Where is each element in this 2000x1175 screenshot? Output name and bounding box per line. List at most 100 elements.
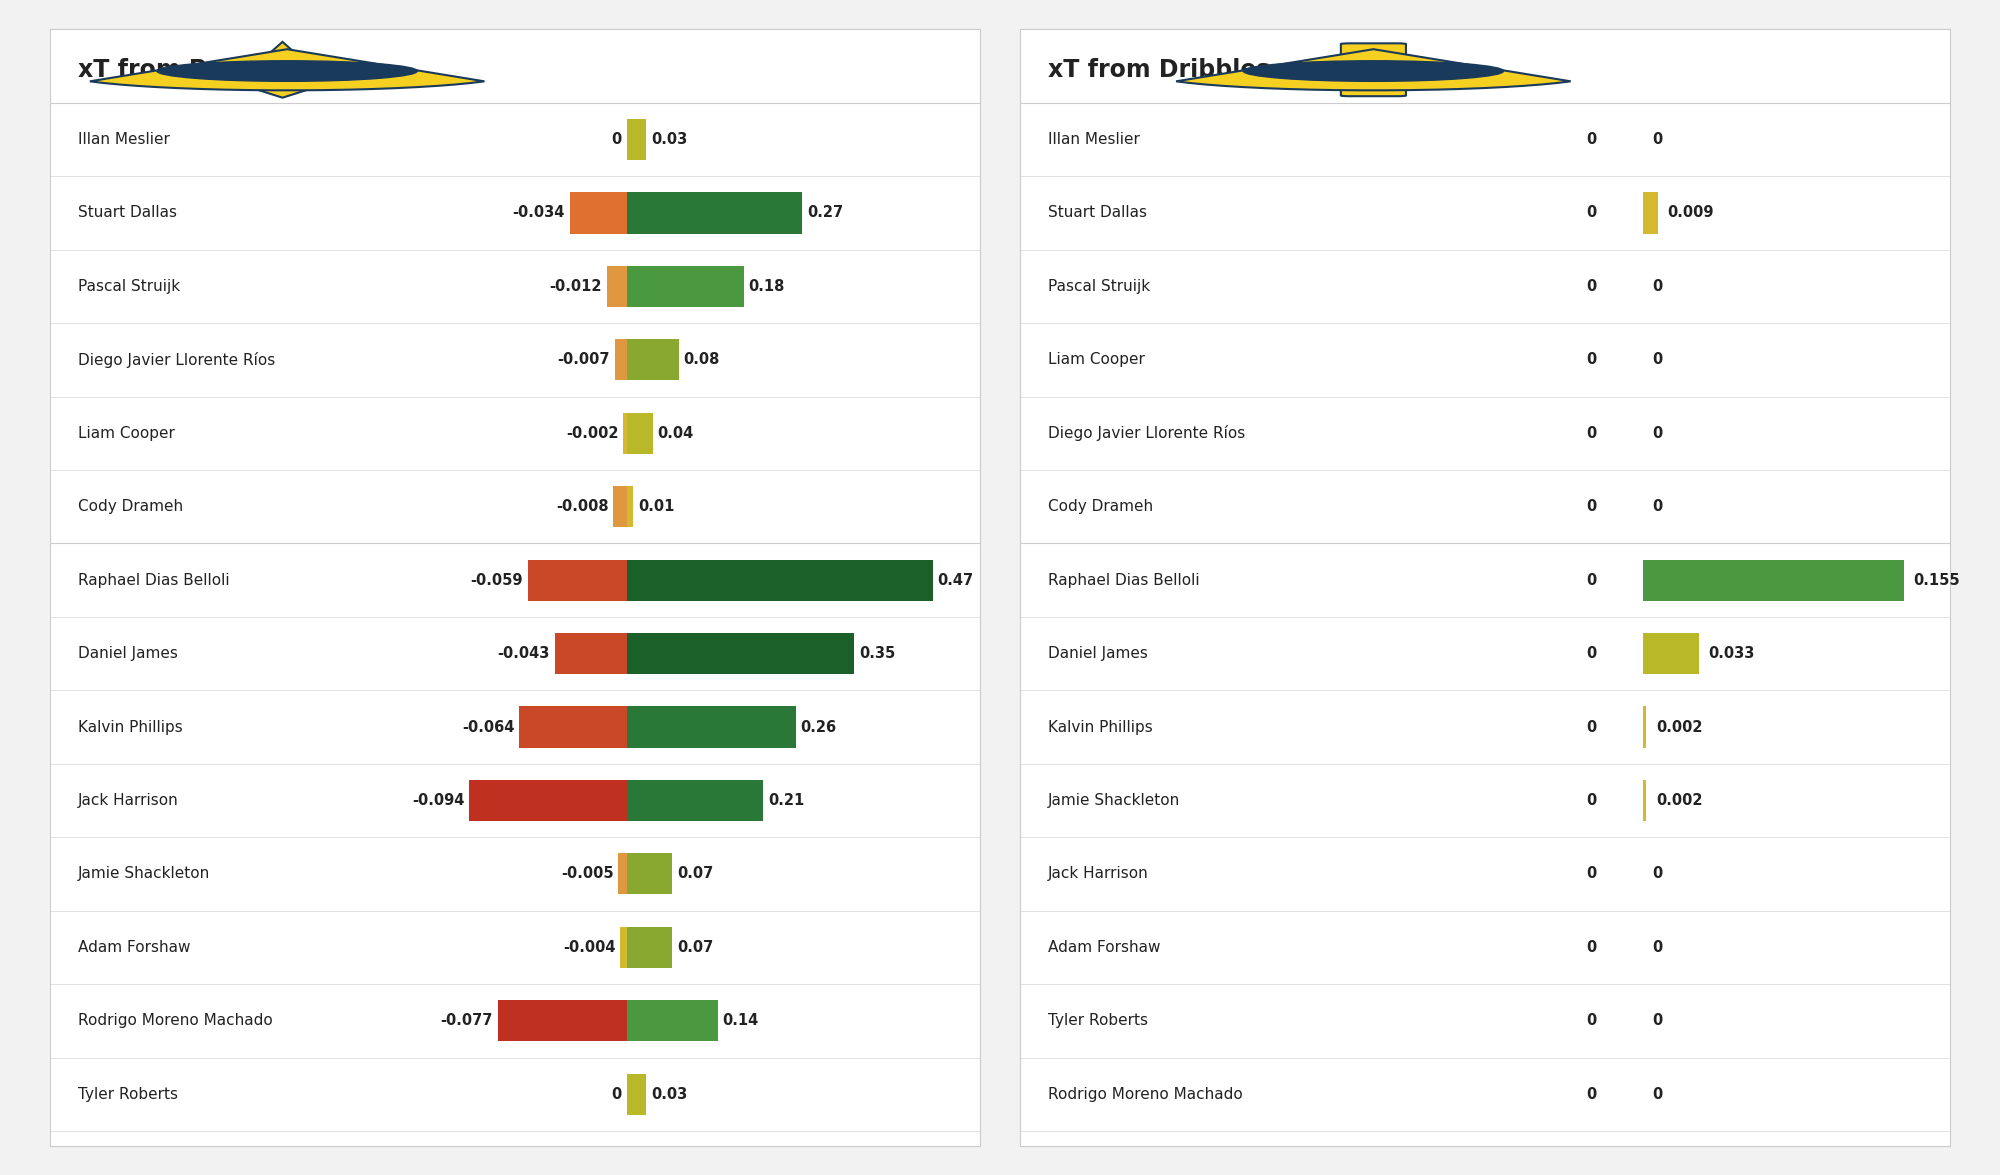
Text: 0: 0	[1586, 719, 1596, 734]
Text: -0.043: -0.043	[498, 646, 550, 662]
Bar	[626, 633, 854, 674]
Text: Raphael Dias Belloli: Raphael Dias Belloli	[1048, 572, 1200, 588]
Bar	[614, 340, 626, 381]
Text: 0.18: 0.18	[748, 278, 784, 294]
Bar	[626, 486, 634, 528]
Text: Diego Javier Llorente Ríos: Diego Javier Llorente Ríos	[78, 351, 276, 368]
Text: 0: 0	[1586, 646, 1596, 662]
Text: 0.04: 0.04	[658, 425, 694, 441]
Bar	[1644, 780, 1646, 821]
Text: -0.059: -0.059	[470, 572, 524, 588]
Text: 0.47: 0.47	[938, 572, 974, 588]
Text: 0: 0	[1586, 206, 1596, 221]
Text: 0.155: 0.155	[1912, 572, 1960, 588]
Text: 0: 0	[1652, 425, 1662, 441]
Bar	[626, 119, 646, 160]
Text: 0: 0	[1586, 1013, 1596, 1028]
Bar	[470, 780, 626, 821]
Bar	[528, 559, 626, 600]
Text: Tyler Roberts: Tyler Roberts	[1048, 1013, 1148, 1028]
Text: Liam Cooper: Liam Cooper	[78, 425, 174, 441]
Text: 0.07: 0.07	[676, 866, 714, 881]
Text: Jamie Shackleton: Jamie Shackleton	[78, 866, 210, 881]
Text: 0: 0	[1652, 1013, 1662, 1028]
Text: 0: 0	[1652, 1087, 1662, 1102]
Bar	[620, 927, 626, 968]
Text: Jack Harrison: Jack Harrison	[1048, 866, 1148, 881]
Polygon shape	[90, 49, 484, 90]
Text: Kalvin Phillips: Kalvin Phillips	[78, 719, 182, 734]
Bar	[624, 412, 626, 454]
Text: Rodrigo Moreno Machado: Rodrigo Moreno Machado	[1048, 1087, 1242, 1102]
Text: 0: 0	[1586, 866, 1596, 881]
Text: Stuart Dallas: Stuart Dallas	[1048, 206, 1146, 221]
Bar	[626, 266, 744, 307]
Text: 0.033: 0.033	[1708, 646, 1754, 662]
Text: Kalvin Phillips: Kalvin Phillips	[1048, 719, 1152, 734]
Text: 0: 0	[1652, 499, 1662, 515]
Text: -0.064: -0.064	[462, 719, 514, 734]
Text: 0.03: 0.03	[650, 132, 688, 147]
Text: Cody Drameh: Cody Drameh	[1048, 499, 1154, 515]
Text: 0.07: 0.07	[676, 940, 714, 955]
Text: 0: 0	[1652, 352, 1662, 368]
Polygon shape	[1176, 49, 1570, 90]
Bar	[1644, 706, 1646, 747]
Text: 0.08: 0.08	[684, 352, 720, 368]
Text: 0.21: 0.21	[768, 793, 804, 808]
Text: Daniel James: Daniel James	[1048, 646, 1148, 662]
Text: xT from Dribbles: xT from Dribbles	[1048, 58, 1270, 82]
Polygon shape	[260, 42, 306, 98]
Text: Liam Cooper: Liam Cooper	[1048, 352, 1144, 368]
Bar	[614, 486, 626, 528]
Text: 0: 0	[1586, 1087, 1596, 1102]
Text: 0: 0	[1586, 499, 1596, 515]
Text: 0.26: 0.26	[800, 719, 836, 734]
Bar	[498, 1000, 626, 1041]
Text: xT from Passes: xT from Passes	[78, 58, 280, 82]
Text: 0.009: 0.009	[1668, 206, 1714, 221]
Text: Cody Drameh: Cody Drameh	[78, 499, 184, 515]
Text: 0: 0	[1586, 572, 1596, 588]
Bar	[1644, 633, 1698, 674]
Bar	[606, 266, 626, 307]
Bar	[626, 1000, 718, 1041]
Text: ⚽: ⚽	[1370, 65, 1376, 75]
Bar	[626, 340, 678, 381]
Text: 0: 0	[1652, 866, 1662, 881]
Text: -0.094: -0.094	[412, 793, 464, 808]
Text: 0.002: 0.002	[1656, 719, 1702, 734]
Text: -0.007: -0.007	[558, 352, 610, 368]
Text: Daniel James: Daniel James	[78, 646, 178, 662]
Text: 0: 0	[1652, 278, 1662, 294]
Bar	[1644, 193, 1658, 234]
Text: 0: 0	[612, 1087, 622, 1102]
Text: 0: 0	[1586, 352, 1596, 368]
Bar	[554, 633, 626, 674]
Text: Raphael Dias Belloli: Raphael Dias Belloli	[78, 572, 230, 588]
Text: Illan Meslier: Illan Meslier	[1048, 132, 1140, 147]
Bar	[626, 780, 764, 821]
Bar	[626, 193, 802, 234]
Bar	[626, 559, 932, 600]
Bar	[626, 927, 672, 968]
FancyBboxPatch shape	[1340, 43, 1406, 96]
Bar	[520, 706, 626, 747]
Text: 0: 0	[612, 132, 622, 147]
Bar	[1644, 559, 1904, 600]
Text: Jamie Shackleton: Jamie Shackleton	[1048, 793, 1180, 808]
Text: 0.14: 0.14	[722, 1013, 758, 1028]
Text: 0.35: 0.35	[860, 646, 896, 662]
Circle shape	[1244, 61, 1504, 81]
Text: Stuart Dallas: Stuart Dallas	[78, 206, 176, 221]
Bar	[618, 853, 626, 894]
Text: 0: 0	[1652, 132, 1662, 147]
Bar	[626, 706, 796, 747]
Text: Tyler Roberts: Tyler Roberts	[78, 1087, 178, 1102]
Text: 0: 0	[1586, 425, 1596, 441]
Text: Pascal Struijk: Pascal Struijk	[1048, 278, 1150, 294]
Bar	[626, 412, 652, 454]
Text: 0: 0	[1586, 132, 1596, 147]
Text: -0.004: -0.004	[562, 940, 616, 955]
Text: 0.03: 0.03	[650, 1087, 688, 1102]
